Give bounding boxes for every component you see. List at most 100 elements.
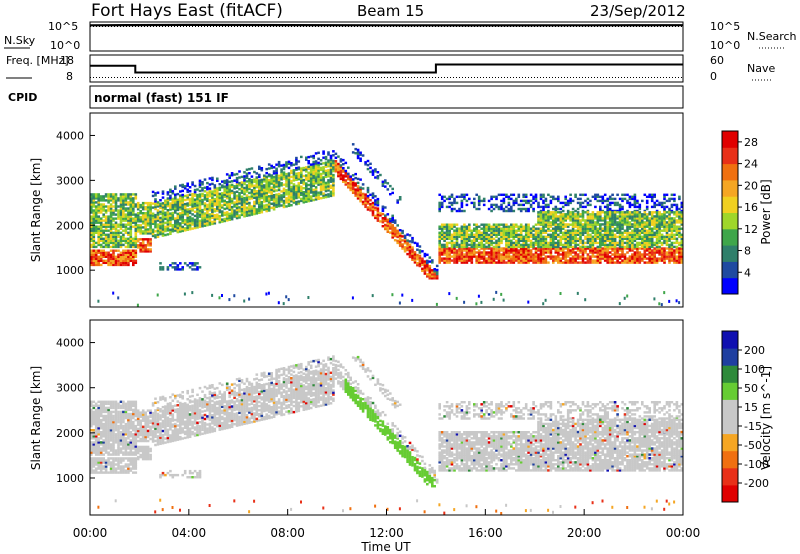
heatmap-cell bbox=[477, 251, 481, 254]
heatmap-cell bbox=[107, 263, 110, 267]
heatmap-cell bbox=[277, 198, 281, 202]
heatmap-cell bbox=[678, 243, 681, 247]
heatmap-cell bbox=[643, 233, 647, 237]
heatmap-cell bbox=[492, 245, 496, 249]
heatmap-cell bbox=[401, 235, 404, 238]
heatmap-cell bbox=[470, 233, 474, 237]
heatmap-cell bbox=[539, 257, 543, 260]
heatmap-cell bbox=[191, 213, 194, 216]
heatmap-cell bbox=[290, 195, 293, 199]
heatmap-cell bbox=[566, 251, 570, 254]
heatmap-cell bbox=[670, 241, 674, 245]
heatmap-cell bbox=[475, 235, 478, 239]
heatmap-cell bbox=[213, 197, 217, 201]
heatmap-cell bbox=[258, 165, 261, 169]
heatmap-cell bbox=[584, 205, 587, 209]
heatmap-cell bbox=[238, 176, 241, 179]
heatmap-cell bbox=[302, 174, 306, 178]
heatmap-cell bbox=[132, 245, 135, 249]
heatmap-cell bbox=[406, 242, 409, 246]
heatmap-cell bbox=[347, 184, 350, 187]
heatmap-cell bbox=[655, 247, 659, 250]
heatmap-cell bbox=[117, 231, 120, 235]
heatmap-cell bbox=[366, 186, 370, 190]
heatmap-cell bbox=[144, 250, 147, 253]
heatmap-cell bbox=[104, 253, 108, 257]
heatmap-cell bbox=[645, 221, 649, 224]
heatmap-cell bbox=[547, 241, 550, 245]
heatmap-cell bbox=[99, 207, 103, 210]
heatmap-cell bbox=[626, 209, 629, 213]
heatmap-cell bbox=[297, 200, 301, 203]
heatmap-cell bbox=[435, 264, 439, 268]
heatmap-cell bbox=[455, 296, 458, 300]
heatmap-cell bbox=[216, 207, 219, 210]
heatmap-cell bbox=[386, 213, 390, 216]
heatmap-cell bbox=[564, 229, 567, 232]
heatmap-cell bbox=[166, 202, 170, 206]
heatmap-cell bbox=[90, 461, 93, 464]
heatmap-cell bbox=[201, 225, 204, 228]
heatmap-cell bbox=[626, 235, 629, 239]
heatmap-cell bbox=[233, 187, 236, 190]
heatmap-cell bbox=[426, 267, 429, 270]
heatmap-cell bbox=[364, 161, 367, 164]
heatmap-cell bbox=[183, 219, 187, 222]
heatmap-cell bbox=[114, 221, 118, 224]
heatmap-cell bbox=[183, 227, 187, 230]
heatmap-cell bbox=[648, 235, 651, 239]
heatmap-cell bbox=[99, 225, 103, 228]
heatmap-cell bbox=[127, 257, 130, 261]
heatmap-cell bbox=[633, 213, 637, 216]
heatmap-cell bbox=[292, 193, 296, 196]
heatmap-cell bbox=[477, 199, 481, 203]
heatmap-cell bbox=[579, 227, 582, 230]
heatmap-cell bbox=[191, 209, 194, 212]
heatmap-cell bbox=[460, 239, 464, 243]
heatmap-cell bbox=[549, 249, 553, 252]
heatmap-cell bbox=[621, 207, 624, 211]
heatmap-cell bbox=[263, 184, 266, 187]
heatmap-cell bbox=[250, 179, 254, 182]
heatmap-cell bbox=[141, 214, 145, 217]
heatmap-cell bbox=[658, 235, 661, 239]
heatmap-cell bbox=[255, 181, 259, 185]
heatmap-cell bbox=[460, 227, 464, 230]
heatmap-cell bbox=[124, 217, 128, 220]
heatmap-cell bbox=[127, 245, 130, 249]
heatmap-cell bbox=[225, 219, 229, 222]
heatmap-cell bbox=[258, 205, 261, 209]
heatmap-cell bbox=[549, 195, 553, 199]
heatmap-cell bbox=[594, 221, 597, 224]
heatmap-cell bbox=[366, 198, 370, 201]
heatmap-cell bbox=[136, 244, 140, 247]
heatmap-cell bbox=[119, 231, 123, 235]
heatmap-cell bbox=[159, 212, 162, 216]
heatmap-cell bbox=[440, 195, 444, 199]
heatmap-cell bbox=[127, 261, 130, 265]
heatmap-cell bbox=[650, 215, 654, 218]
heatmap-cell bbox=[109, 233, 113, 237]
heatmap-cell bbox=[645, 231, 649, 235]
heatmap-cell bbox=[99, 233, 103, 237]
heatmap-cell bbox=[211, 204, 214, 207]
heatmap-cell bbox=[208, 219, 212, 222]
heatmap-cell bbox=[332, 161, 335, 165]
heatmap-cell bbox=[327, 169, 330, 172]
heatmap-cell bbox=[141, 226, 145, 229]
heatmap-cell bbox=[621, 211, 624, 214]
heatmap-cell bbox=[537, 253, 540, 256]
heatmap-cell bbox=[260, 184, 264, 188]
heatmap-cell bbox=[618, 241, 622, 245]
heatmap-cell bbox=[564, 237, 567, 241]
heatmap-cell bbox=[90, 207, 93, 210]
heatmap-cell bbox=[151, 190, 155, 194]
heatmap-cell bbox=[277, 182, 281, 186]
heatmap-cell bbox=[90, 257, 93, 261]
heatmap-cell bbox=[519, 225, 523, 228]
heatmap-cell bbox=[127, 231, 130, 235]
heatmap-cell bbox=[645, 239, 649, 243]
heatmap-cell bbox=[596, 195, 600, 199]
heatmap-cell bbox=[559, 247, 563, 250]
heatmap-cell bbox=[522, 257, 525, 260]
